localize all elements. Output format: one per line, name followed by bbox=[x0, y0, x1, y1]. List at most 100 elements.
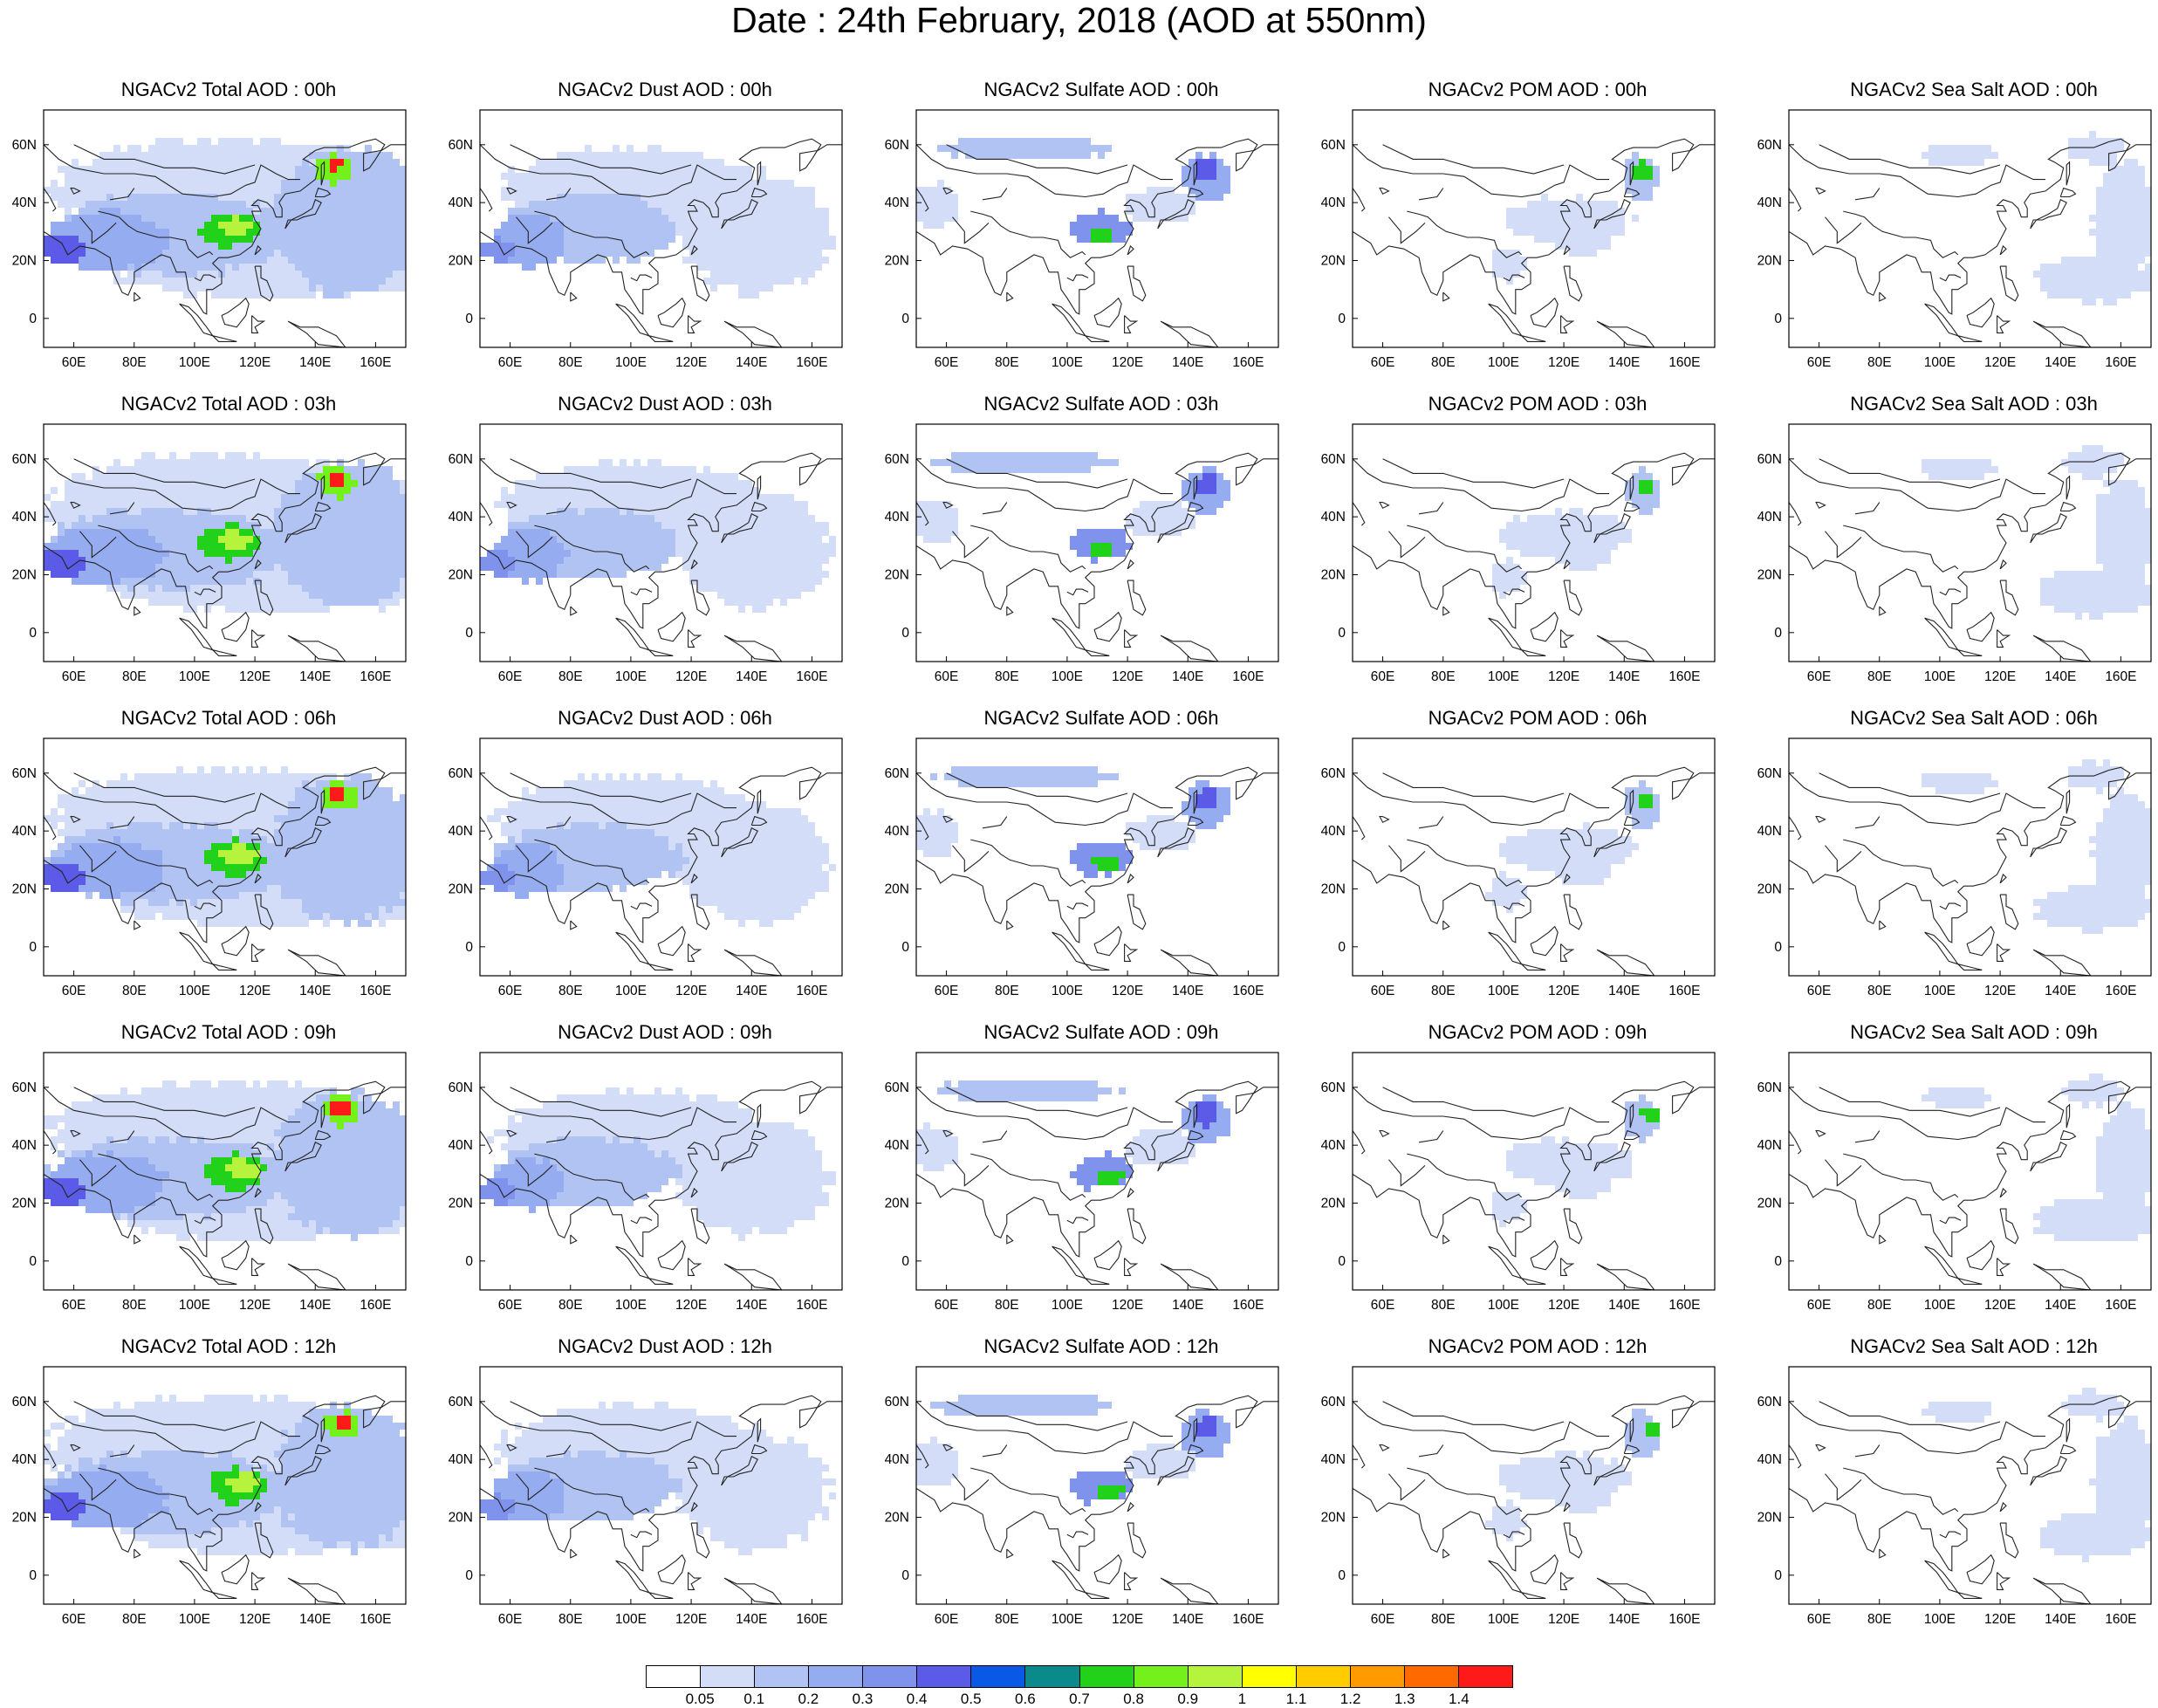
aod-cell bbox=[2110, 194, 2117, 201]
aod-cell bbox=[564, 180, 571, 187]
aod-cell bbox=[780, 264, 787, 271]
aod-cell bbox=[745, 508, 752, 515]
aod-cell bbox=[1555, 201, 1562, 208]
aod-cell bbox=[550, 194, 557, 201]
aod-cell bbox=[703, 229, 710, 236]
aod-cell bbox=[232, 452, 239, 459]
aod-cell bbox=[260, 501, 267, 508]
aod-cell bbox=[183, 515, 190, 522]
aod-cell bbox=[494, 257, 501, 264]
aod-cell bbox=[2061, 592, 2068, 599]
aod-cell bbox=[1541, 222, 1548, 229]
aod-cell bbox=[358, 585, 365, 592]
aod-cell bbox=[92, 564, 99, 571]
aod-cell bbox=[379, 522, 386, 529]
aod-cell bbox=[351, 557, 358, 564]
aod-cell bbox=[351, 278, 358, 285]
aod-cell bbox=[2061, 271, 2068, 278]
aod-cell bbox=[759, 173, 766, 180]
aod-cell bbox=[239, 606, 246, 613]
aod-cell bbox=[197, 543, 204, 550]
aod-cell bbox=[246, 536, 253, 543]
aod-cell bbox=[529, 522, 536, 529]
aod-cell bbox=[1119, 536, 1126, 543]
aod-cell bbox=[773, 250, 780, 257]
aod-cell bbox=[344, 550, 351, 557]
aod-cell bbox=[330, 187, 337, 194]
aod-cell bbox=[2075, 145, 2082, 152]
aod-cell bbox=[1154, 201, 1161, 208]
aod-cell bbox=[703, 571, 710, 578]
aod-cell bbox=[330, 278, 337, 285]
aod-cell bbox=[148, 501, 155, 508]
aod-cell bbox=[1597, 243, 1604, 250]
coastline bbox=[480, 144, 736, 198]
aod-cell bbox=[323, 257, 330, 264]
coastline bbox=[79, 531, 117, 559]
aod-cell bbox=[703, 250, 710, 257]
aod-cell bbox=[696, 243, 703, 250]
aod-cell bbox=[773, 243, 780, 250]
aod-cell bbox=[267, 564, 274, 571]
aod-cell bbox=[134, 508, 141, 515]
aod-cell bbox=[1098, 529, 1105, 536]
aod-cell bbox=[330, 215, 337, 222]
aod-cell bbox=[344, 278, 351, 285]
coastline bbox=[570, 606, 578, 616]
coastline bbox=[287, 634, 346, 662]
aod-cell bbox=[2138, 271, 2145, 278]
aod-cell bbox=[267, 257, 274, 264]
aod-cell bbox=[386, 480, 393, 487]
aod-cell bbox=[599, 543, 606, 550]
aod-cell bbox=[1175, 208, 1182, 215]
aod-cell bbox=[1168, 522, 1175, 529]
aod-cell bbox=[225, 571, 232, 578]
aod-cell bbox=[162, 536, 169, 543]
aod-cell bbox=[801, 501, 808, 508]
aod-cell bbox=[571, 243, 578, 250]
aod-cell bbox=[267, 550, 274, 557]
aod-cell bbox=[323, 243, 330, 250]
aod-cell bbox=[766, 257, 773, 264]
y-tick-label: 20N bbox=[1757, 253, 1782, 268]
aod-cell bbox=[2082, 145, 2089, 152]
panel-title: NGACv2 POM AOD : 00h bbox=[1428, 79, 1648, 100]
aod-cell bbox=[2117, 257, 2124, 264]
aod-cell bbox=[2145, 264, 2151, 271]
aod-cell bbox=[365, 278, 372, 285]
aod-cell bbox=[288, 480, 295, 487]
aod-cell bbox=[1590, 201, 1597, 208]
aod-cell bbox=[302, 466, 309, 473]
aod-cell bbox=[571, 173, 578, 180]
aod-cell bbox=[169, 508, 176, 515]
aod-cell bbox=[501, 236, 508, 243]
aod-cell bbox=[120, 201, 127, 208]
aod-cell bbox=[2068, 585, 2075, 592]
aod-cell bbox=[337, 557, 344, 564]
aod-field bbox=[480, 452, 842, 662]
aod-cell bbox=[599, 187, 606, 194]
aod-cell bbox=[654, 529, 661, 536]
aod-cell bbox=[120, 243, 127, 250]
aod-cell bbox=[522, 257, 529, 264]
aod-cell bbox=[190, 501, 197, 508]
aod-cell bbox=[253, 278, 260, 285]
y-tick-label: 40N bbox=[449, 195, 473, 210]
aod-cell bbox=[696, 159, 703, 166]
aod-cell bbox=[267, 243, 274, 250]
aod-cell bbox=[1028, 138, 1035, 145]
aod-cell bbox=[1070, 229, 1077, 236]
aod-cell bbox=[302, 459, 309, 466]
aod-cell bbox=[515, 522, 522, 529]
aod-cell bbox=[627, 201, 634, 208]
aod-cell bbox=[731, 515, 738, 522]
aod-cell bbox=[787, 543, 794, 550]
aod-cell bbox=[752, 606, 759, 613]
aod-cell bbox=[288, 592, 295, 599]
aod-cell bbox=[745, 229, 752, 236]
aod-cell bbox=[578, 166, 585, 173]
aod-cell bbox=[1569, 543, 1576, 550]
aod-cell bbox=[724, 208, 731, 215]
aod-cell bbox=[267, 159, 274, 166]
aod-cell bbox=[543, 243, 550, 250]
